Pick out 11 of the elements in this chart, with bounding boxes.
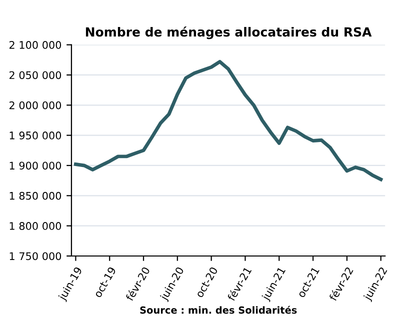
y-tick-label: 1 900 000 — [10, 162, 62, 170]
y-tick-label: 2 000 000 — [9, 101, 62, 110]
chart-title: Nombre de ménages allocataires du RSA — [86, 26, 372, 40]
y-tick-label: 1 750 000 — [10, 252, 62, 260]
y-tick-label: 2 050 000 — [9, 71, 62, 80]
y-tick-label: 1 850 000 — [10, 192, 62, 200]
y-tick-label: 1 950 000 — [10, 132, 62, 140]
line-series — [74, 60, 383, 182]
source-note: Source : min. des Solidarités — [140, 306, 297, 314]
y-tick-label: 1 800 000 — [10, 222, 62, 230]
y-tick-label: 2 100 000 — [9, 41, 62, 49]
